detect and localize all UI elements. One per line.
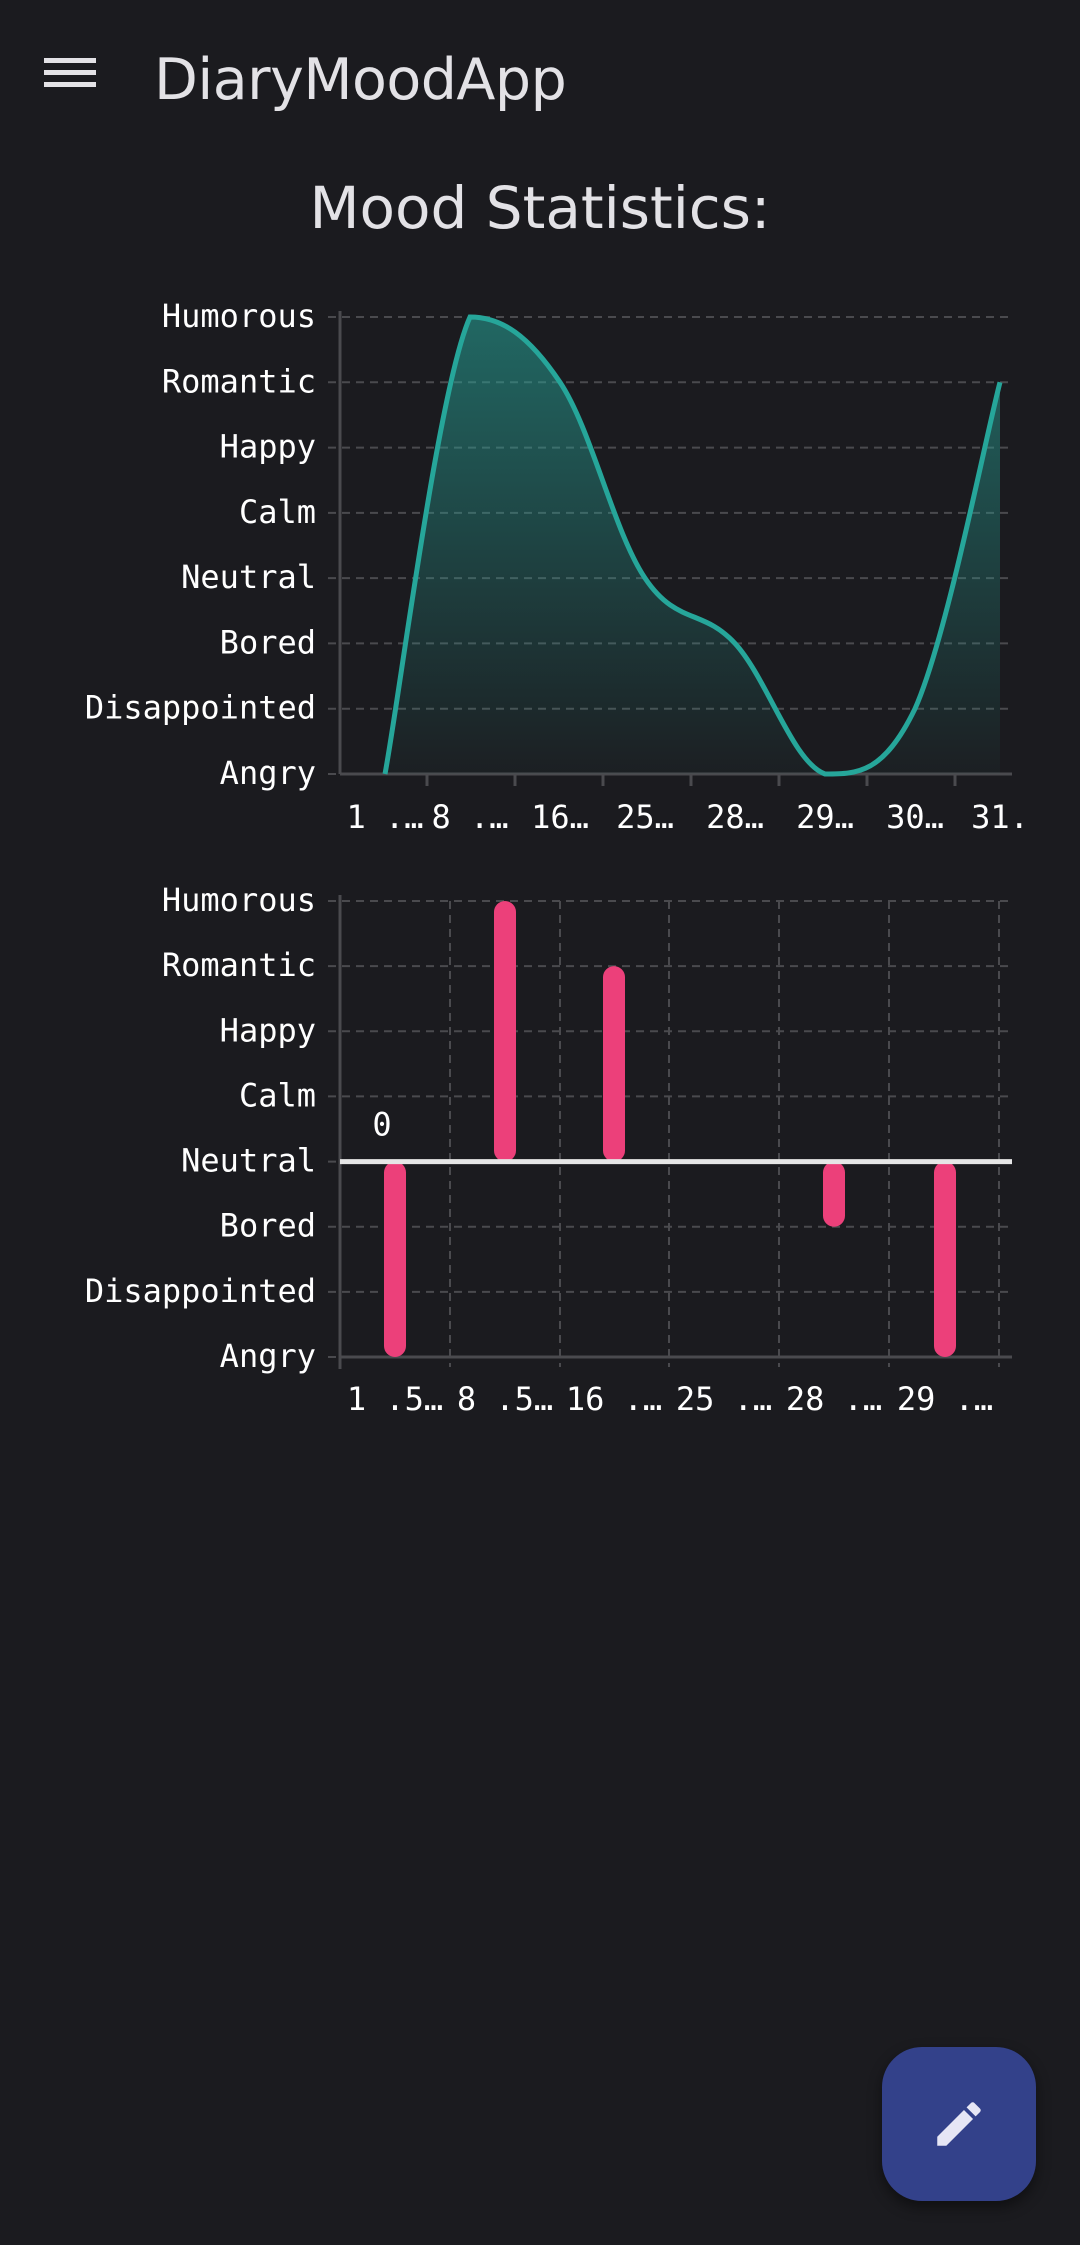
- menu-button[interactable]: [44, 52, 108, 104]
- x-tick-label: 1 .5…: [347, 1380, 443, 1418]
- x-tick-label: 25…: [616, 798, 674, 836]
- mood-line-chart: Angry Disappointed Bored Neutral Calm Happy Ro…: [85, 297, 1029, 836]
- mood-bar-chart: Angry Disappointed Bored Neutral Calm Happy Ro…: [85, 881, 1012, 1418]
- y-tick-label: Angry: [220, 754, 316, 792]
- y-tick-label: Happy: [220, 428, 316, 466]
- x-tick-label: 28 .…: [786, 1380, 882, 1418]
- app-title: DiaryMoodApp: [154, 47, 567, 113]
- x-tick-label: 16…: [531, 798, 589, 836]
- x-tick-label: 29 .…: [897, 1380, 993, 1418]
- pencil-edit-icon: [937, 2102, 981, 2146]
- y-tick-label: Angry: [220, 1337, 316, 1375]
- x-tick-label: 8 .5…: [457, 1380, 553, 1418]
- x-tick-label: 16 .…: [566, 1380, 662, 1418]
- x-tick-label: 29…: [796, 798, 854, 836]
- app-bar: DiaryMoodApp: [0, 0, 1080, 160]
- y-tick-label: Bored: [220, 623, 316, 661]
- y-tick-label: Romantic: [162, 946, 316, 984]
- y-tick-label: Calm: [239, 493, 316, 531]
- mood-series-line: [382, 314, 1003, 777]
- y-tick-label: Romantic: [162, 362, 316, 400]
- mood-bar: [384, 1161, 406, 1357]
- x-tick-label: 8 .…: [431, 798, 508, 836]
- y-tick-label: Disappointed: [85, 1272, 316, 1310]
- mood-bar: [823, 1161, 845, 1227]
- x-tick-label: 25 .…: [676, 1380, 772, 1418]
- mood-area-fill: [385, 317, 1000, 774]
- mood-bar: [934, 1161, 956, 1357]
- y-tick-label: Humorous: [162, 881, 316, 919]
- page-title: Mood Statistics:: [309, 174, 771, 242]
- x-tick-label: 1 .…: [346, 798, 423, 836]
- x-tick-label: 30…: [886, 798, 944, 836]
- new-entry-fab[interactable]: [882, 2047, 1036, 2201]
- y-tick-label: Happy: [220, 1011, 316, 1049]
- y-tick-label: Disappointed: [85, 689, 316, 727]
- mood-bar: [603, 966, 625, 1162]
- mood-bar: [494, 901, 516, 1162]
- x-tick-label: 31.: [971, 798, 1029, 836]
- y-tick-label: Neutral: [181, 1142, 316, 1180]
- hamburger-menu-icon: [44, 58, 96, 87]
- y-tick-label: Bored: [220, 1207, 316, 1245]
- baseline-label: 0: [372, 1106, 391, 1144]
- y-tick-label: Neutral: [181, 558, 316, 596]
- x-tick-label: 28…: [706, 798, 764, 836]
- y-tick-label: Humorous: [162, 297, 316, 335]
- y-tick-label: Calm: [239, 1076, 316, 1114]
